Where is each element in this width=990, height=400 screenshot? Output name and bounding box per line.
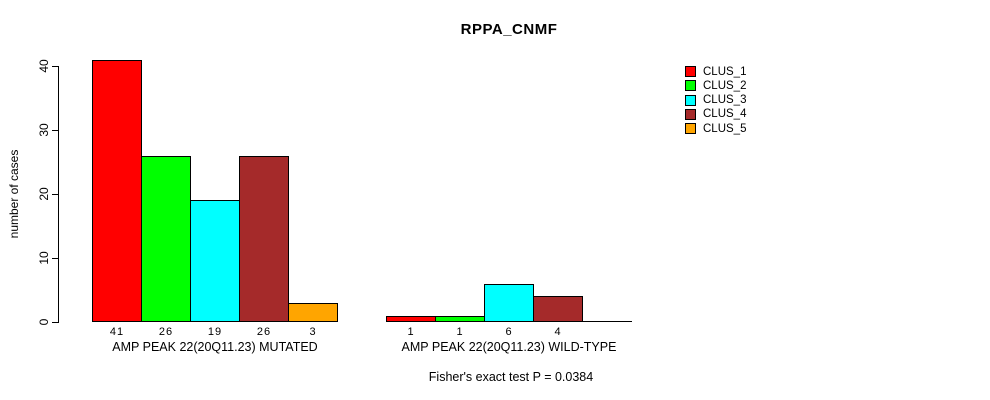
y-axis-tick [52, 322, 58, 323]
bar-clus_3-group2 [484, 284, 534, 322]
legend-label-clus_2: CLUS_2 [703, 79, 747, 92]
legend-swatch-clus_5 [685, 123, 696, 135]
y-axis-tick-label: 20 [37, 187, 51, 201]
legend-swatch-clus_3 [685, 94, 696, 106]
bar-clus_5-group1 [288, 303, 338, 322]
bar-value-label: 41 [109, 326, 125, 338]
bar-value-label: 1 [456, 326, 464, 338]
bar-value-label: 26 [256, 326, 272, 338]
bar-clus_5-group2 [582, 321, 632, 322]
bar-clus_3-group1 [190, 200, 240, 322]
bar-clus_2-group1 [141, 156, 191, 322]
legend-swatch-clus_2 [685, 80, 696, 92]
legend-label-clus_1: CLUS_1 [703, 65, 747, 78]
bar-value-label: 6 [505, 326, 513, 338]
y-axis-label: number of cases [7, 149, 21, 239]
bar-clus_2-group2 [435, 316, 485, 322]
y-axis-tick-label: 0 [37, 318, 51, 326]
legend-swatch-clus_4 [685, 108, 696, 120]
chart-title: RPPA_CNMF [460, 21, 558, 38]
bar-value-label: 26 [158, 326, 174, 338]
y-axis-tick [52, 66, 58, 67]
y-axis-tick-label: 30 [37, 123, 51, 137]
y-axis-tick [52, 130, 58, 131]
y-axis-tick [52, 258, 58, 259]
y-axis-tick [52, 194, 58, 195]
group-label: AMP PEAK 22(20Q11.23) MUTATED [112, 340, 318, 354]
bar-clus_1-group1 [92, 60, 142, 322]
bar-clus_4-group1 [239, 156, 289, 322]
fisher-test-annotation: Fisher's exact test P = 0.0384 [428, 370, 594, 384]
y-axis-tick-label: 10 [37, 251, 51, 265]
legend-label-clus_4: CLUS_4 [703, 108, 747, 121]
y-axis-line [58, 66, 59, 323]
bar-value-label: 1 [407, 326, 415, 338]
bar-clus_1-group2 [386, 316, 436, 322]
bar-value-label: 4 [554, 326, 562, 338]
legend-swatch-clus_1 [685, 66, 696, 77]
bar-value-label: 3 [309, 326, 317, 338]
group-label: AMP PEAK 22(20Q11.23) WILD-TYPE [401, 340, 617, 354]
bar-clus_4-group2 [533, 296, 583, 322]
y-axis-tick-label: 40 [37, 59, 51, 73]
legend-label-clus_5: CLUS_5 [703, 122, 747, 135]
bar-value-label: 19 [207, 326, 223, 338]
legend-label-clus_3: CLUS_3 [703, 94, 747, 107]
